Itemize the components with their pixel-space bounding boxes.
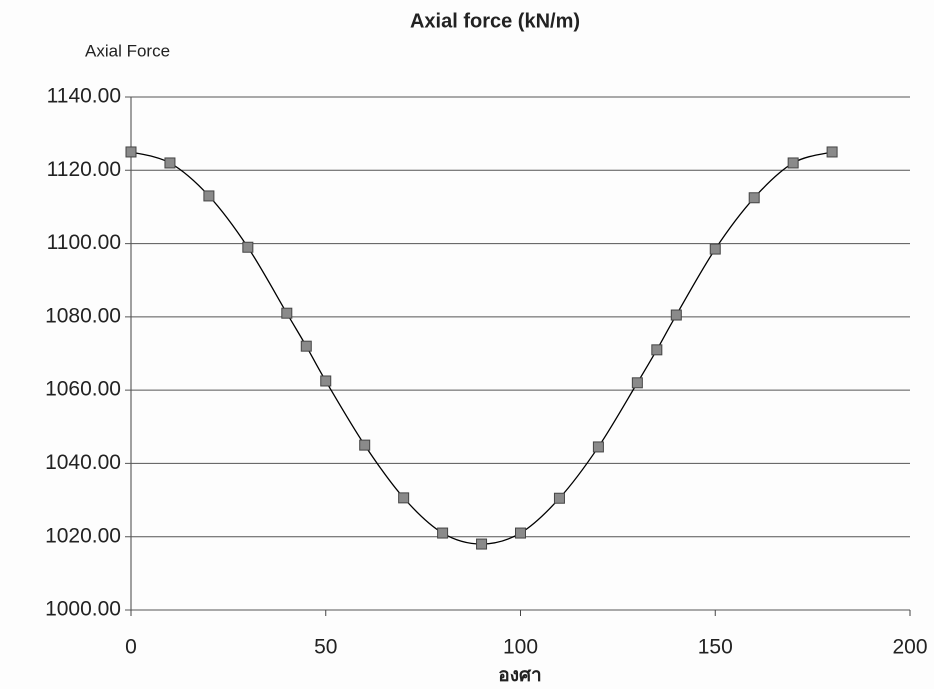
- data-point: [164, 157, 176, 169]
- data-point: [670, 309, 682, 321]
- x-tick-label: 150: [698, 636, 733, 659]
- data-point: [651, 344, 663, 356]
- data-point: [203, 190, 215, 202]
- data-point: [242, 241, 254, 253]
- data-point: [125, 146, 137, 158]
- y-tick-label: 1040.00: [45, 451, 121, 474]
- data-point: [553, 492, 565, 504]
- x-axis-label: องศา: [498, 665, 541, 686]
- data-point: [300, 340, 312, 352]
- y-tick-label: 1120.00: [47, 158, 121, 181]
- y-tick-label: 1060.00: [45, 378, 121, 401]
- data-point: [826, 146, 838, 158]
- data-point: [281, 307, 293, 319]
- x-tick-label: 0: [125, 636, 137, 659]
- data-point: [320, 375, 332, 387]
- y-tick-label: 1000.00: [45, 598, 121, 621]
- chart-title: Axial force (kN/m): [410, 10, 580, 32]
- data-point: [709, 243, 721, 255]
- x-tick-label: 200: [892, 636, 927, 659]
- y-tick-label: 1080.00: [45, 304, 121, 327]
- data-point: [437, 527, 449, 539]
- y-axis-label: Axial Force: [85, 41, 170, 60]
- y-tick-label: 1020.00: [45, 524, 121, 547]
- x-tick-label: 50: [314, 636, 337, 659]
- y-tick-label: 1100.00: [47, 231, 121, 254]
- data-point: [748, 192, 760, 204]
- y-tick-label: 1140.00: [47, 85, 121, 108]
- data-point: [359, 439, 371, 451]
- data-point: [787, 157, 799, 169]
- data-point: [592, 441, 604, 453]
- data-point: [631, 377, 643, 389]
- x-tick-label: 100: [503, 636, 538, 659]
- data-point: [476, 538, 488, 550]
- data-point: [398, 492, 410, 504]
- data-point: [515, 527, 526, 539]
